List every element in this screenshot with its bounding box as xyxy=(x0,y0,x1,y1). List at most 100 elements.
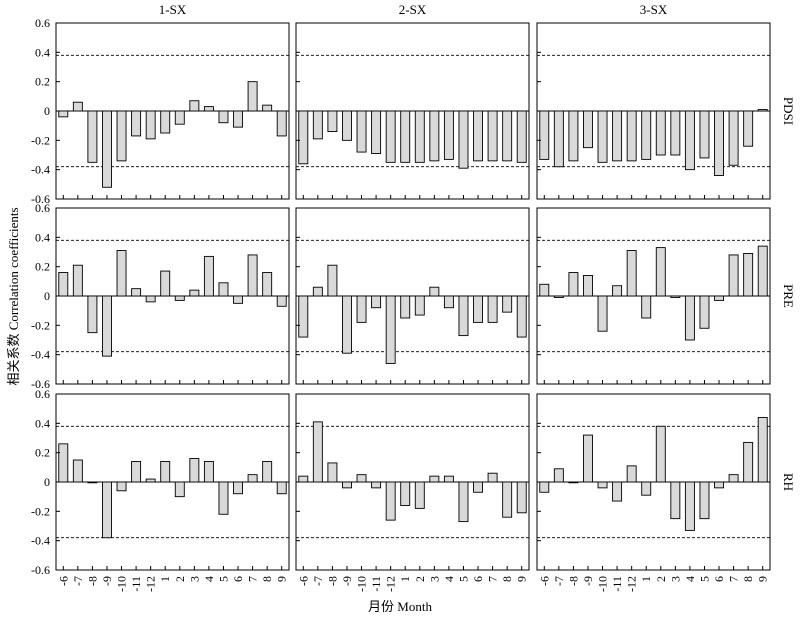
bar xyxy=(298,110,309,165)
x-tick-label: 5 xyxy=(697,576,711,582)
bar xyxy=(502,110,513,162)
y-tick-label: -0.4 xyxy=(31,534,50,548)
bar xyxy=(641,481,652,496)
bar xyxy=(342,481,352,489)
y-tick-label: 0 xyxy=(44,104,50,118)
bar xyxy=(443,475,454,483)
bar xyxy=(743,110,754,147)
bar xyxy=(356,474,367,483)
y-tick-label: -0.6 xyxy=(31,192,50,206)
x-tick-label: 6 xyxy=(712,576,726,582)
bar xyxy=(414,295,425,316)
x-tick-label: -12 xyxy=(384,576,398,592)
bar xyxy=(714,110,724,176)
y-tick-label: -0.2 xyxy=(31,504,50,518)
y-tick-label: -0.2 xyxy=(31,133,50,147)
bar xyxy=(583,275,593,297)
bar xyxy=(116,110,127,162)
bar xyxy=(553,468,564,483)
y-tick-label: 0.2 xyxy=(35,75,50,89)
bar xyxy=(597,481,608,489)
x-tick-label: 9 xyxy=(275,576,289,582)
bar xyxy=(87,295,98,334)
bar xyxy=(174,110,185,125)
x-tick-label: 5 xyxy=(216,576,230,582)
bar xyxy=(218,282,229,297)
bar xyxy=(203,461,214,483)
bar xyxy=(429,286,440,297)
bar xyxy=(612,110,623,162)
x-tick-label: 4 xyxy=(442,576,456,582)
bar xyxy=(487,110,498,162)
bar xyxy=(487,472,498,483)
x-tick-label: 5 xyxy=(456,576,470,582)
bar xyxy=(262,272,273,297)
y-tick-label: 0.6 xyxy=(35,16,50,30)
bar xyxy=(414,481,425,509)
bar xyxy=(670,110,681,156)
bar xyxy=(516,110,527,163)
bar xyxy=(429,110,440,162)
bar xyxy=(58,272,69,297)
bar xyxy=(145,110,156,140)
y-tick-label: -0.6 xyxy=(31,563,50,577)
y-tick-label: 0 xyxy=(44,289,50,303)
x-tick-label: -11 xyxy=(610,576,624,592)
bar xyxy=(539,283,550,297)
bar xyxy=(502,295,513,313)
x-tick-label: -9 xyxy=(340,576,354,586)
bar xyxy=(58,110,69,118)
bar xyxy=(385,481,396,521)
x-tick-label: 7 xyxy=(246,576,260,582)
bar xyxy=(145,478,156,483)
bar xyxy=(145,295,156,303)
bar xyxy=(342,110,352,141)
bar xyxy=(414,110,425,163)
bar xyxy=(597,295,608,332)
bar xyxy=(298,295,309,338)
bar xyxy=(400,295,411,319)
bar xyxy=(385,295,396,364)
bar xyxy=(312,110,323,140)
x-tick-label: 8 xyxy=(741,576,755,582)
y-tick-label: 0.4 xyxy=(35,230,50,244)
bar xyxy=(174,295,185,301)
bar xyxy=(371,110,382,154)
bar xyxy=(174,481,185,498)
bar xyxy=(247,474,258,483)
x-tick-label: 2 xyxy=(654,576,668,582)
bar xyxy=(553,295,564,298)
y-tick-label: 0.6 xyxy=(35,387,50,401)
y-tick-label: 0.2 xyxy=(35,446,50,460)
x-tick-label: -10 xyxy=(355,576,369,592)
bar xyxy=(655,110,666,156)
row-label: PRE xyxy=(781,284,796,308)
bar xyxy=(356,110,367,153)
bar xyxy=(699,481,710,520)
x-tick-label: -6 xyxy=(56,576,70,586)
bar xyxy=(728,254,739,297)
bar xyxy=(72,264,83,297)
x-tick-label: 6 xyxy=(471,576,485,582)
bar xyxy=(516,481,527,514)
bar xyxy=(728,110,739,166)
bar xyxy=(160,110,171,134)
bar xyxy=(342,295,352,354)
bar xyxy=(458,481,469,523)
y-tick-label: -0.4 xyxy=(31,348,50,362)
x-tick-label: 4 xyxy=(683,576,697,582)
bar xyxy=(72,101,83,112)
bar xyxy=(684,110,695,171)
bar xyxy=(568,272,579,297)
x-tick-label: 9 xyxy=(756,576,770,582)
bar xyxy=(655,425,666,483)
bar xyxy=(473,295,483,323)
x-tick-label: -7 xyxy=(71,576,85,586)
bar xyxy=(58,443,69,483)
bar xyxy=(553,110,564,168)
bar xyxy=(487,295,498,323)
bar xyxy=(189,289,200,297)
bar xyxy=(714,481,724,489)
bar xyxy=(189,100,200,112)
